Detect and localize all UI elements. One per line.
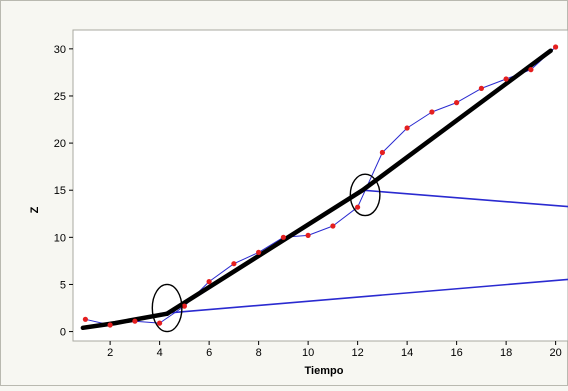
x-tick-label: 20 (550, 347, 562, 359)
x-tick-label: 2 (107, 347, 113, 359)
y-tick-label: 10 (54, 232, 66, 244)
data-point (206, 279, 212, 285)
x-tick-label: 14 (401, 347, 413, 359)
y-tick-label: 20 (54, 138, 66, 150)
data-point (404, 125, 410, 131)
x-tick-label: 4 (157, 347, 163, 359)
data-point (478, 85, 484, 91)
x-tick-label: 18 (500, 347, 512, 359)
data-point (454, 100, 460, 106)
data-point (379, 149, 385, 156)
highlight-ellipse-2 (349, 173, 381, 217)
data-point (280, 234, 286, 240)
y-tick-label: 0 (60, 327, 66, 339)
x-axis-label: Tiempo (305, 365, 344, 377)
data-point (429, 109, 435, 115)
data-point (330, 223, 336, 229)
data-point (107, 322, 113, 328)
data-point (305, 232, 311, 238)
data-point (528, 67, 534, 73)
y-tick-label: 15 (54, 185, 66, 197)
highlight-ellipse-1 (151, 283, 183, 333)
series-line-fit-main (164, 48, 553, 316)
x-tick-label: 6 (206, 347, 212, 359)
series-line-observed (85, 46, 556, 326)
data-point (553, 44, 559, 50)
y-tick-label: 30 (54, 44, 66, 56)
data-point (231, 261, 237, 267)
data-point (355, 204, 361, 210)
data-point (82, 316, 88, 322)
data-point (181, 303, 187, 309)
x-tick-label: 10 (302, 347, 314, 359)
series-line-fit-early (80, 311, 170, 331)
data-point (256, 249, 262, 255)
x-tick-label: 12 (352, 347, 364, 359)
axes-layer: 2 4 6 8 10 12 14 16 18 20 0 5 10 15 20 25 30 (54, 44, 562, 359)
x-tick-label: 16 (451, 347, 463, 359)
y-axis-label: Z (29, 206, 41, 213)
y-tick-label: 5 (60, 279, 66, 291)
plot-area (72, 29, 568, 342)
data-point (503, 76, 509, 82)
data-point (157, 320, 163, 326)
series-line-trend-lower (159, 278, 568, 315)
y-tick-label: 25 (54, 91, 66, 103)
data-point (132, 318, 138, 324)
series-line-trend-upper (362, 189, 568, 208)
x-tick-label: 8 (256, 347, 262, 359)
annotation-layer (151, 173, 381, 333)
series-layer (80, 44, 568, 331)
